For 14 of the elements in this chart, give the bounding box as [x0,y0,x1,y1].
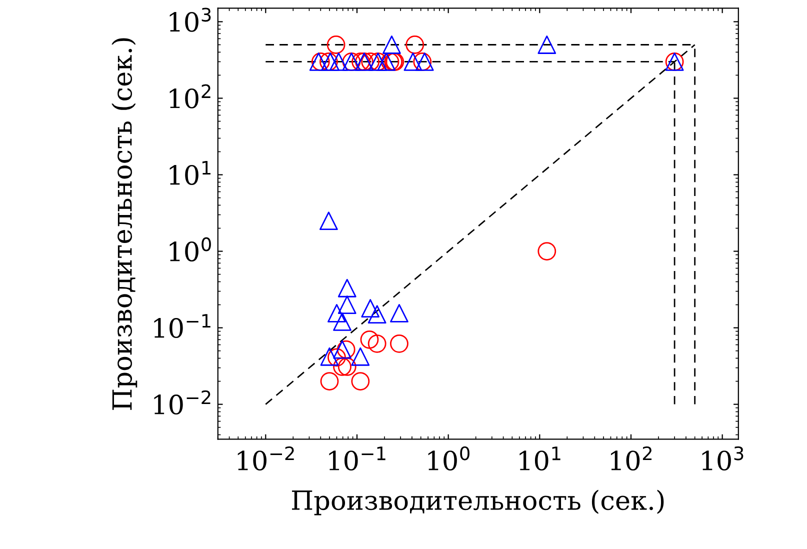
y-tick-label: 10$^{1}$ [170,161,210,185]
y-tick-label: 10$^{0}$ [170,237,211,262]
x-tick-label: 10$^{−2}$ [238,446,294,471]
y-tick-label: 10$^{3}$ [170,8,211,32]
x-tick-label: 10$^{−1}$ [329,446,386,471]
x-tick-label: 10$^{0}$ [428,446,470,471]
y-tick-label: 10$^{−1}$ [154,314,210,338]
x-tick-label: 10$^{2}$ [610,446,652,471]
x-tick-label: 10$^{3}$ [702,446,744,471]
x-tick-label: 10$^{1}$ [520,446,560,471]
y-axis-title: Производительность (сек.) [112,38,138,410]
y-tick-label: 10$^{2}$ [170,84,210,108]
x-axis-title: Производительность (сек.) [292,490,664,516]
y-tick-label: 10$^{−2}$ [154,390,210,415]
